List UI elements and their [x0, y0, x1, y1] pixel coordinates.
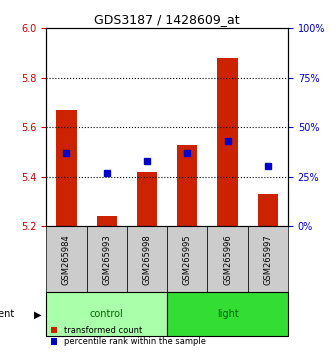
- Text: ▶: ▶: [34, 309, 42, 319]
- Text: agent: agent: [0, 309, 15, 319]
- FancyBboxPatch shape: [167, 292, 288, 336]
- Bar: [97, 216, 117, 226]
- FancyBboxPatch shape: [248, 226, 288, 292]
- Legend: transformed count, percentile rank within the sample: transformed count, percentile rank withi…: [47, 322, 209, 350]
- Bar: [177, 145, 197, 226]
- Bar: [137, 172, 157, 226]
- Text: GSM265993: GSM265993: [102, 234, 111, 285]
- FancyBboxPatch shape: [208, 226, 248, 292]
- Bar: [217, 58, 238, 226]
- Text: GSM265984: GSM265984: [62, 234, 71, 285]
- Text: control: control: [90, 309, 123, 319]
- Bar: [258, 194, 278, 226]
- Title: GDS3187 / 1428609_at: GDS3187 / 1428609_at: [94, 13, 240, 26]
- Bar: [56, 110, 76, 226]
- Text: GSM265998: GSM265998: [143, 234, 152, 285]
- FancyBboxPatch shape: [127, 226, 167, 292]
- FancyBboxPatch shape: [167, 226, 208, 292]
- Text: GSM265997: GSM265997: [263, 234, 272, 285]
- FancyBboxPatch shape: [87, 226, 127, 292]
- FancyBboxPatch shape: [46, 226, 87, 292]
- FancyBboxPatch shape: [46, 292, 167, 336]
- Text: GSM265995: GSM265995: [183, 234, 192, 285]
- Text: light: light: [217, 309, 238, 319]
- Text: GSM265996: GSM265996: [223, 234, 232, 285]
